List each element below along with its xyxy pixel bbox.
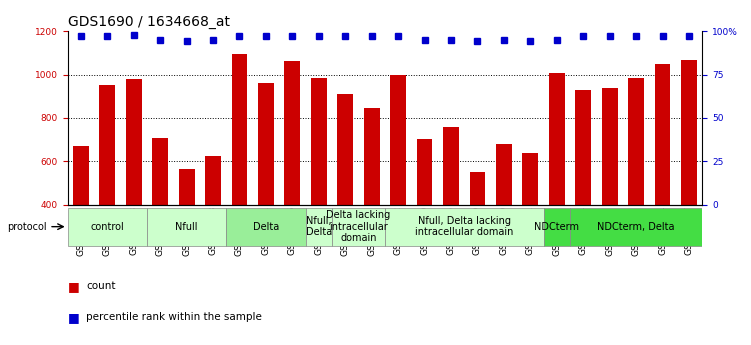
Bar (332, 208, 385, 246)
Bar (73, 146, 89, 205)
Text: Nfull,
Delta: Nfull, Delta (306, 216, 332, 237)
Bar (306, 208, 332, 246)
Bar (570, 208, 702, 246)
Bar (147, 208, 226, 246)
Bar (179, 169, 195, 205)
Text: NDCterm, Delta: NDCterm, Delta (597, 222, 675, 231)
Bar (417, 139, 433, 205)
Bar (385, 208, 544, 246)
Bar (337, 94, 353, 205)
Bar (68, 208, 147, 246)
Text: GDS1690 / 1634668_at: GDS1690 / 1634668_at (68, 14, 230, 29)
Bar (469, 172, 485, 205)
Bar (391, 75, 406, 205)
Bar (628, 78, 644, 205)
Bar (655, 64, 671, 205)
Bar (602, 88, 617, 205)
Text: Nfull, Delta lacking
intracellular domain: Nfull, Delta lacking intracellular domai… (415, 216, 514, 237)
Text: Delta: Delta (253, 222, 279, 231)
Bar (152, 138, 168, 205)
Text: Nfull: Nfull (175, 222, 198, 231)
Text: protocol: protocol (7, 222, 47, 231)
Bar (311, 78, 327, 205)
Text: Delta lacking
intracellular
domain: Delta lacking intracellular domain (327, 210, 391, 243)
Bar (681, 60, 697, 205)
Bar (363, 108, 379, 205)
Bar (285, 61, 300, 205)
Bar (258, 83, 274, 205)
Bar (205, 156, 221, 205)
Text: NDCterm: NDCterm (534, 222, 579, 231)
Bar (549, 73, 565, 205)
Text: ■: ■ (68, 280, 80, 293)
Bar (226, 208, 306, 246)
Bar (231, 54, 247, 205)
Bar (575, 90, 591, 205)
Bar (99, 85, 115, 205)
Bar (125, 79, 142, 205)
Text: percentile rank within the sample: percentile rank within the sample (86, 313, 262, 322)
Text: count: count (86, 282, 116, 291)
Text: control: control (90, 222, 124, 231)
Bar (496, 144, 512, 205)
Bar (544, 208, 570, 246)
Bar (443, 127, 459, 205)
Bar (523, 153, 538, 205)
Text: ■: ■ (68, 311, 80, 324)
